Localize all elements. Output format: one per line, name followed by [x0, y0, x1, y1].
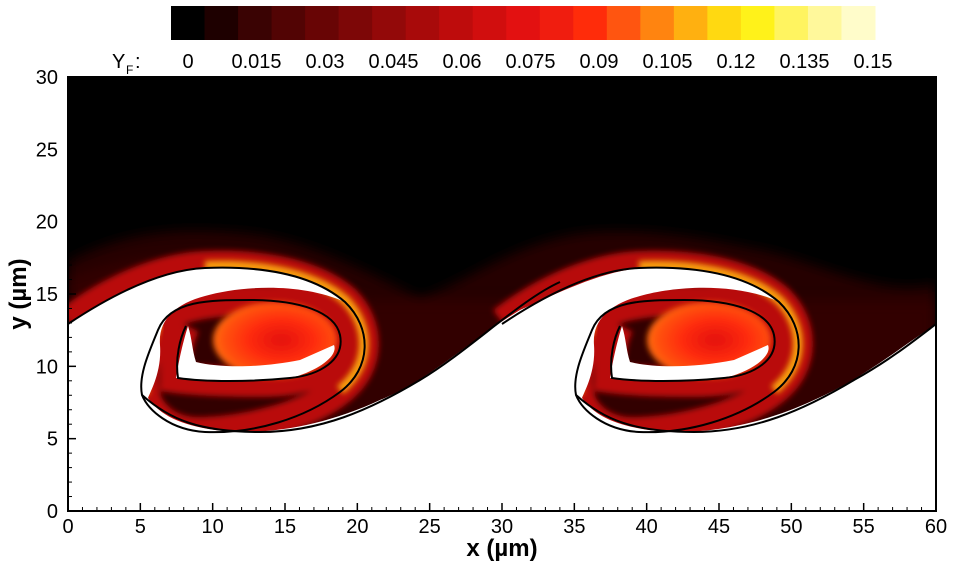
colorbar-swatch: [171, 6, 206, 40]
colorbar-tick-label: 0.015: [231, 51, 281, 73]
colorbar-tick-label: 0.105: [642, 51, 692, 73]
y-axis: 0 5 10 15 20 25 30: [36, 67, 76, 523]
y-tick-label: 15: [36, 284, 58, 306]
colorbar-swatch: [807, 6, 842, 40]
x-tick-label: 25: [419, 516, 441, 538]
inner-pocket-right: [610, 326, 769, 381]
x-tick-label: 0: [62, 516, 73, 538]
colorbar-tick-label: 0.03: [306, 51, 345, 73]
colorbar-tick-label: 0.075: [505, 51, 555, 73]
colorbar-swatch: [539, 6, 574, 40]
colorbar-swatch: [740, 6, 775, 40]
y-tick-label: 10: [36, 356, 58, 378]
x-tick-label: 5: [135, 516, 146, 538]
x-tick-label: 35: [563, 516, 585, 538]
colorbar-tick-label: 0.12: [717, 51, 756, 73]
y-tick-label: 5: [47, 429, 58, 451]
x-tick-label: 45: [708, 516, 730, 538]
colorbar-swatch: [372, 6, 407, 40]
colorbar-swatch: [405, 6, 440, 40]
colorbar-swatch: [204, 6, 239, 40]
colorbar-swatch: [841, 6, 876, 40]
y-tick-label: 30: [36, 67, 58, 89]
colorbar-swatch: [673, 6, 708, 40]
x-tick-label: 50: [780, 516, 802, 538]
x-axis-title: x (µm): [466, 535, 537, 562]
colorbar-label: Y F :: [112, 51, 141, 77]
colorbar-swatch: [271, 6, 306, 40]
plot-field: [68, 77, 936, 511]
colorbar-swatch: [305, 6, 340, 40]
x-tick-label: 20: [346, 516, 368, 538]
y-tick-label: 25: [36, 139, 58, 161]
x-tick-label: 30: [491, 516, 513, 538]
inner-pocket-left: [176, 326, 335, 381]
colorbar-tick-labels: 0 0.015 0.03 0.045 0.06 0.075 0.09 0.105 0.12 0.1…: [182, 51, 892, 73]
colorbar-swatch: [573, 6, 608, 40]
colorbar-swatch: [640, 6, 675, 40]
colorbar-swatch: [238, 6, 273, 40]
colorbar-swatch: [506, 6, 541, 40]
y-tick-label: 20: [36, 212, 58, 234]
colorbar-swatch: [439, 6, 474, 40]
colorbar-swatch: [338, 6, 373, 40]
colorbar-tick-label: 0.135: [779, 51, 829, 73]
colorbar-label-main: Y: [112, 51, 125, 73]
x-tick-label: 10: [202, 516, 224, 538]
colorbar-tick-label: 0.045: [368, 51, 418, 73]
x-tick-label: 55: [853, 516, 875, 538]
fuel-lean-region: [68, 267, 936, 511]
stoichiometric-contours: [68, 266, 936, 434]
colorbar-swatch: [606, 6, 641, 40]
colorbar-swatch: [707, 6, 742, 40]
colorbar-swatch: [774, 6, 809, 40]
x-tick-label: 60: [925, 516, 947, 538]
y-axis-title: y (µm): [5, 258, 32, 329]
colorbar-label-sub: F: [126, 63, 133, 77]
x-tick-label: 15: [274, 516, 296, 538]
colorbar-tick-label: 0: [182, 51, 193, 73]
y-tick-label: 0: [47, 501, 58, 523]
colorbar-tick-label: 0.06: [443, 51, 482, 73]
colorbar-swatch: [472, 6, 507, 40]
colorbar-tick-label: 0.09: [580, 51, 619, 73]
colorbar: [171, 6, 876, 40]
colorbar-label-suffix: :: [135, 51, 141, 73]
x-axis: 0 5 10 15 20 25 30 35 40 45 50 55 60: [62, 503, 947, 538]
x-tick-label: 40: [636, 516, 658, 538]
colorbar-tick-label: 0.15: [854, 51, 893, 73]
